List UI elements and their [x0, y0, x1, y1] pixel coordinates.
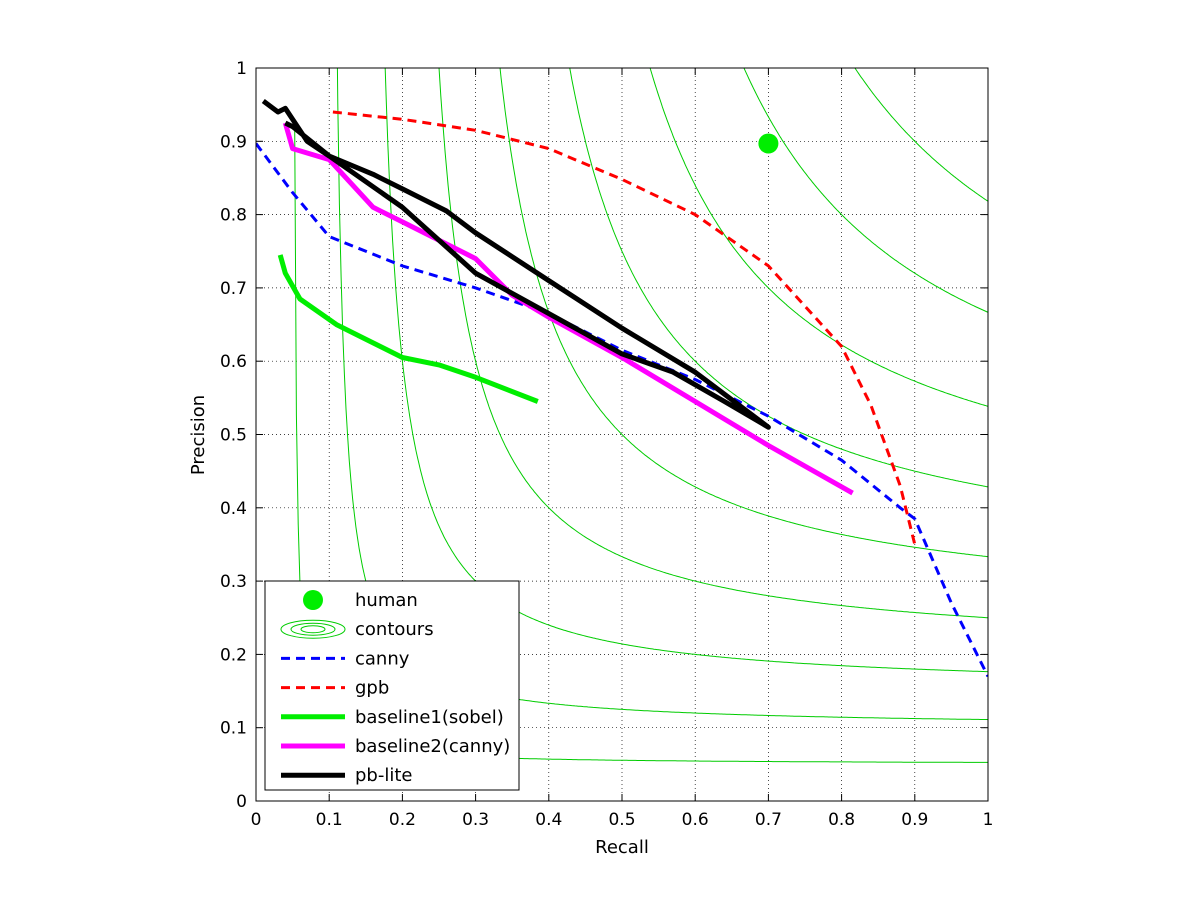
f-contour-line: [499, 68, 988, 558]
x-tick-label: 0.2: [389, 810, 416, 830]
x-tick-label: 0.4: [535, 810, 562, 830]
y-tick-label: 0.6: [220, 352, 247, 372]
y-tick-label: 0: [236, 792, 247, 812]
legend-label-human: human: [355, 590, 418, 611]
y-tick-label: 0.8: [220, 206, 247, 226]
f-contour-line: [438, 68, 988, 619]
y-tick-label: 1: [236, 59, 247, 79]
x-tick-label: 0.6: [682, 810, 709, 830]
x-tick-label: 0.7: [755, 810, 782, 830]
x-tick-label: 0.3: [462, 810, 489, 830]
y-tick-label: 0.5: [220, 426, 247, 446]
legend-swatch-human: [303, 590, 323, 610]
series-layer: [256, 98, 988, 678]
y-tick-label: 0.4: [220, 499, 247, 519]
x-tick-label: 0.1: [316, 810, 343, 830]
legend-label-pb-lite: pb-lite: [355, 765, 412, 786]
y-tick-label: 0.1: [220, 719, 247, 739]
legend-label-contours: contours: [355, 619, 434, 640]
x-tick-label: 1: [983, 810, 994, 830]
legend-label-baseline1-sobel: baseline1(sobel): [355, 707, 504, 728]
legend: human contours canny gpb baseline1(sobel) bas…: [264, 580, 520, 791]
legend-label-canny: canny: [355, 648, 410, 669]
f-contour-line: [854, 68, 988, 202]
x-tick-label: 0: [251, 810, 262, 830]
legend-box: [264, 580, 520, 791]
legend-label-baseline2-canny: baseline2(canny): [355, 736, 510, 757]
legend-swatch-contours: [280, 619, 346, 639]
human-point: [758, 133, 779, 154]
baseline1-sobel-line: [277, 254, 539, 404]
gpb-line: [332, 110, 917, 545]
legend-swatch-contours: [300, 625, 326, 634]
y-tick-label: 0.7: [220, 279, 247, 299]
f-contour-line: [649, 68, 988, 407]
x-tick-label: 0.5: [608, 810, 635, 830]
legend-label-gpb: gpb: [355, 678, 389, 699]
y-axis-label: Precision: [188, 395, 209, 475]
x-axis-label: Recall: [595, 837, 649, 858]
x-tick-label: 0.9: [901, 810, 928, 830]
legend-swatch-contours: [290, 622, 336, 636]
y-tick-label: 0.2: [220, 645, 247, 665]
y-tick-label: 0.9: [220, 132, 247, 152]
axis-ticks: 0 0.1 0.2 0.3 0.4 0.5 0.6 0.7 0.8 0.9 1 0 0.1 0.2 0.3 0…: [220, 59, 993, 830]
pb-lite-line: [261, 98, 771, 430]
f-contour-line: [743, 68, 988, 313]
x-tick-label: 0.8: [828, 810, 855, 830]
baseline2-canny-line: [282, 122, 854, 496]
y-tick-label: 0.3: [220, 572, 247, 592]
